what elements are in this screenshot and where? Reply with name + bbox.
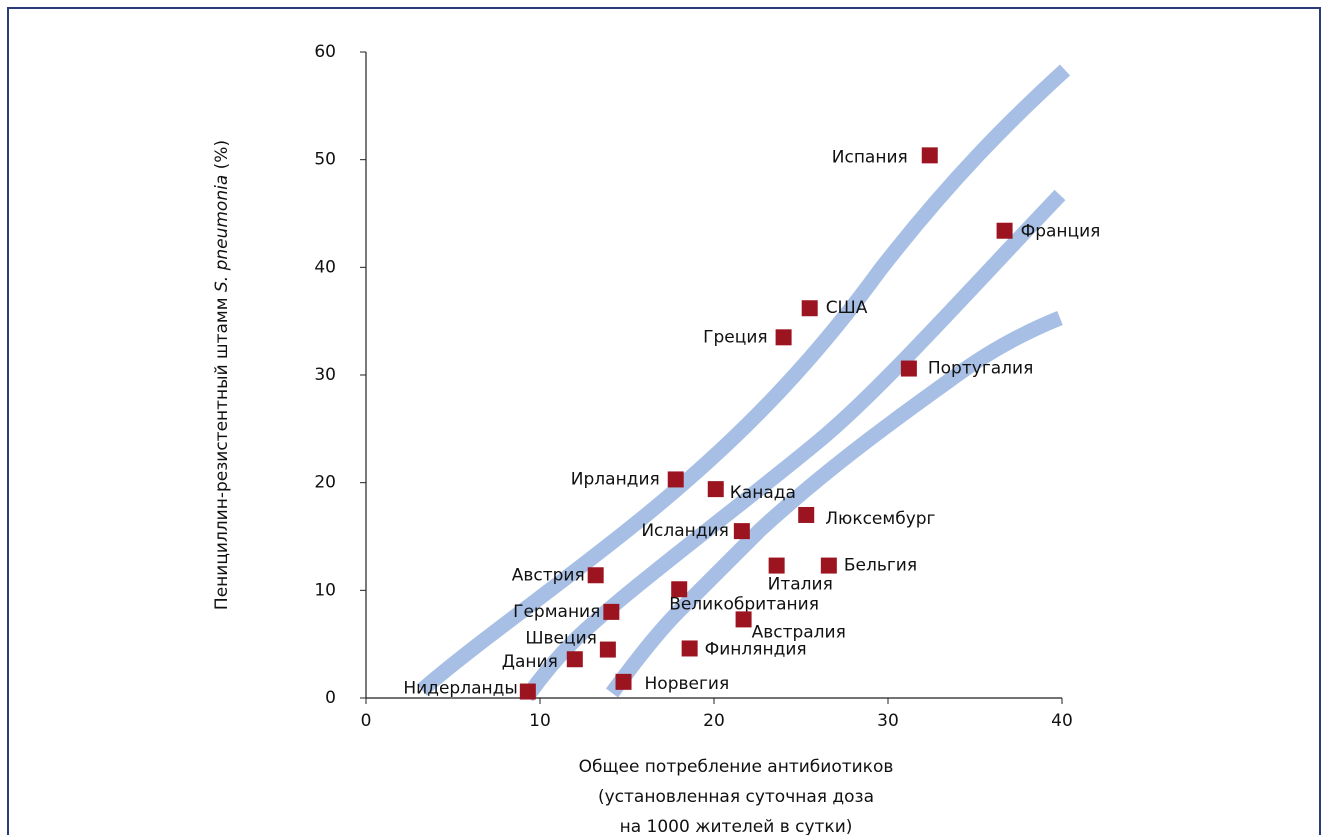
point-label: Австралия: [752, 622, 846, 642]
point-label: Канада: [730, 483, 796, 503]
y-tick-label: 40: [314, 257, 336, 277]
trend-bands: [417, 64, 1071, 702]
point-label: Греция: [703, 327, 767, 347]
point: [587, 567, 604, 584]
trend-curve: [605, 311, 1063, 698]
point: [733, 523, 750, 540]
y-tick-label: 10: [314, 580, 336, 600]
y-tick-label: 0: [325, 688, 336, 708]
x-axis-label: на 1000 жителей в сутки): [620, 817, 853, 835]
point: [707, 481, 724, 498]
point-label: Дания: [502, 652, 558, 672]
point-label: Бельгия: [844, 556, 917, 576]
y-label-part: S. pneumonia: [212, 175, 232, 292]
point: [798, 506, 815, 523]
point-label: Испания: [832, 147, 908, 167]
y-label-part: (%): [212, 140, 232, 175]
trend-curve: [417, 64, 1071, 696]
point-label: Великобритания: [669, 594, 819, 614]
point-label: Италия: [768, 575, 833, 595]
y-tick-label: 60: [314, 42, 336, 62]
point-label: Германия: [513, 602, 600, 622]
y-tick-label: 50: [314, 150, 336, 170]
point: [900, 360, 917, 377]
point-label: Франция: [1021, 222, 1101, 242]
point: [768, 557, 785, 574]
point-label: Норвегия: [645, 674, 730, 694]
point: [566, 651, 583, 668]
point-label: Австрия: [512, 565, 585, 585]
point: [681, 640, 698, 657]
x-axis-label: (установленная суточная доза: [598, 787, 874, 807]
x-axis-label: Общее потребление антибиотиков: [579, 757, 894, 777]
point: [519, 683, 536, 700]
y-tick-label: 20: [314, 473, 336, 493]
point: [801, 300, 818, 317]
x-tick-label: 10: [529, 711, 551, 731]
point: [615, 673, 632, 690]
point: [671, 581, 688, 598]
point: [775, 329, 792, 346]
x-tick-label: 40: [1051, 711, 1073, 731]
point-label: Финляндия: [705, 639, 807, 659]
point-label: Исландия: [641, 521, 729, 541]
point: [599, 641, 616, 658]
point: [667, 471, 684, 488]
point: [996, 222, 1013, 239]
point: [820, 557, 837, 574]
x-tick-label: 30: [877, 711, 899, 731]
point: [603, 603, 620, 620]
frame: [7, 7, 1321, 835]
point-label: США: [826, 298, 868, 318]
point-label: Швеция: [525, 629, 597, 649]
y-axis-label: Пенициллин-резистентный штамм S. pneumon…: [212, 140, 232, 610]
trend-curve: [520, 189, 1066, 702]
x-tick-label: 0: [361, 711, 372, 731]
point: [735, 611, 752, 628]
point-label: Нидерланды: [403, 679, 517, 699]
point-label: Португалия: [928, 359, 1033, 379]
y-label-part: Пенициллин-резистентный штамм: [212, 292, 232, 610]
point-label: Люксембург: [825, 509, 935, 529]
x-tick-label: 20: [703, 711, 725, 731]
y-tick-label: 30: [314, 365, 336, 385]
point: [921, 147, 938, 164]
point-label: Ирландия: [571, 469, 660, 489]
